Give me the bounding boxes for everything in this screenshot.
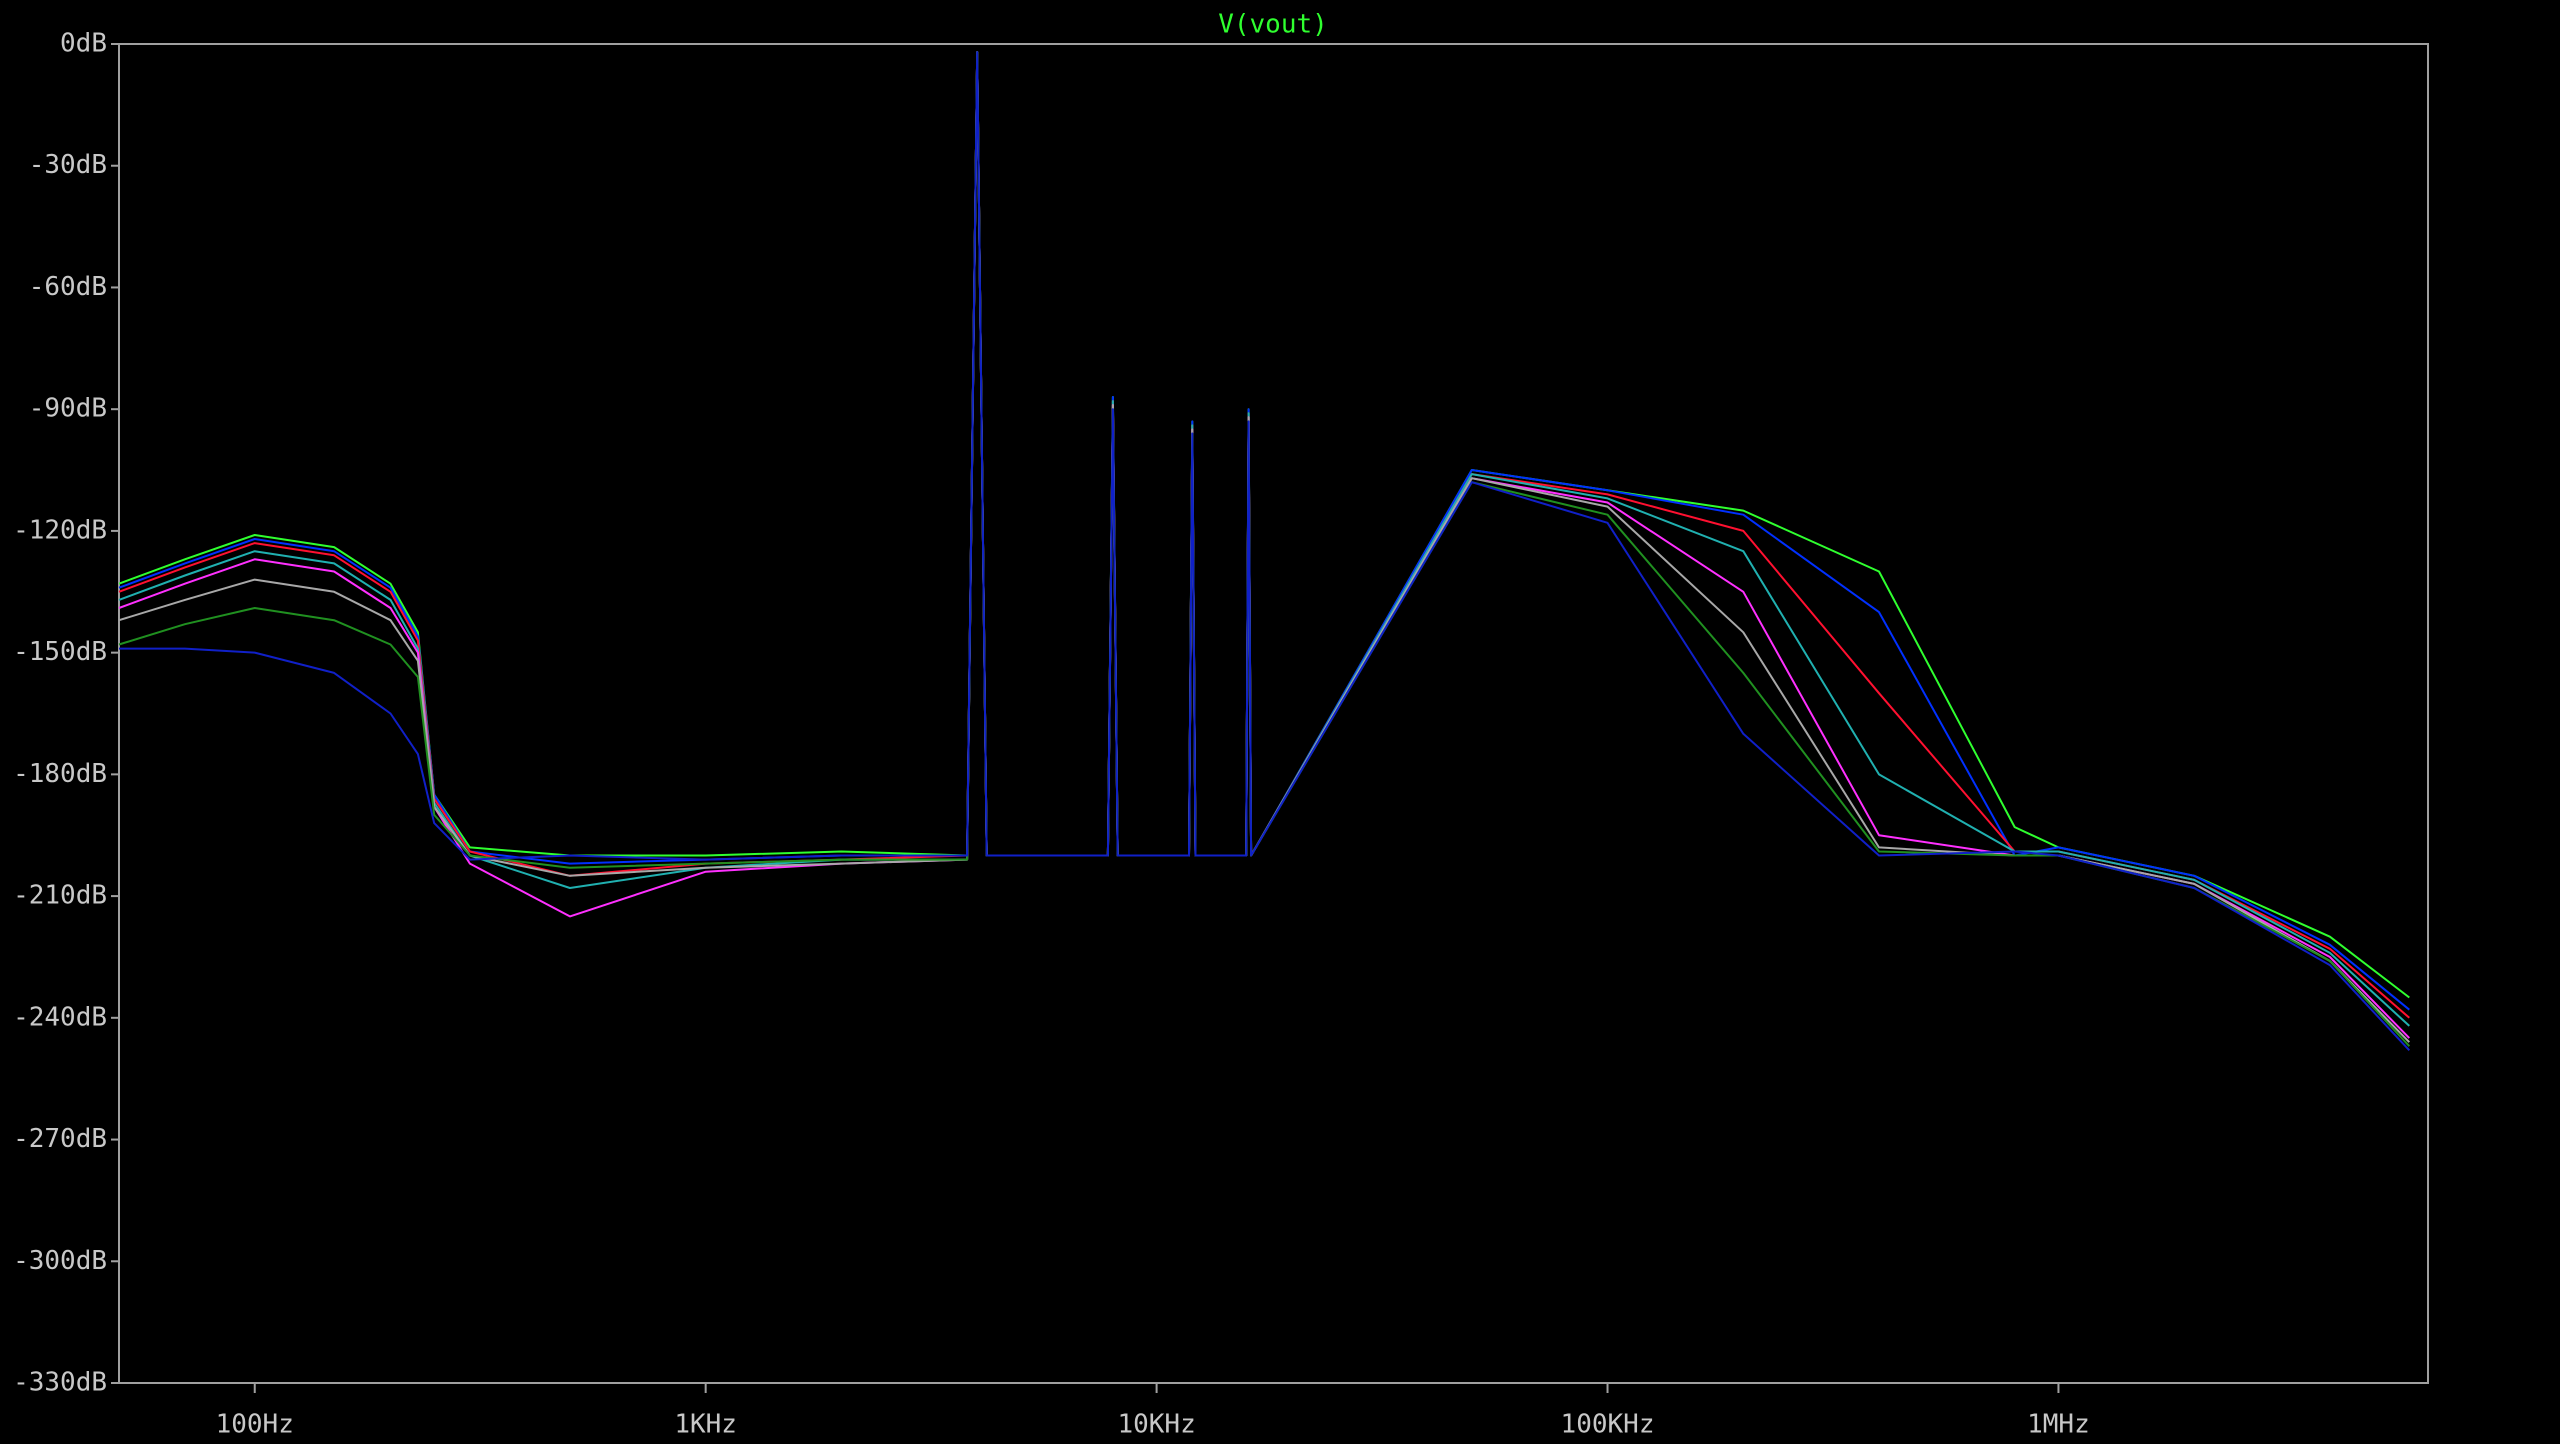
x-tick-label: 100Hz [216,1410,294,1440]
plot-frame [118,43,2429,1384]
x-tick-label: 1MHz [2027,1410,2090,1440]
y-tick-label: -240dB [13,1002,107,1032]
y-tick-label: -270dB [13,1124,107,1154]
y-tick-label: -60dB [29,272,107,302]
y-tick-label: -150dB [13,637,107,667]
chart-title: V(vout) [1218,10,1328,40]
y-tick-label: -330dB [13,1368,107,1398]
y-tick-label: -300dB [13,1246,107,1276]
y-tick-label: -120dB [13,515,107,545]
y-tick-label: -90dB [29,394,107,424]
y-tick-label: -30dB [29,150,107,180]
y-tick-label: -210dB [13,881,107,911]
y-tick-label: -180dB [13,759,107,789]
x-tick-label: 100KHz [1561,1410,1655,1440]
x-tick-label: 1KHz [674,1410,737,1440]
x-tick-label: 10KHz [1117,1410,1195,1440]
y-tick-label: 0dB [60,29,107,59]
trace [119,51,2411,1051]
